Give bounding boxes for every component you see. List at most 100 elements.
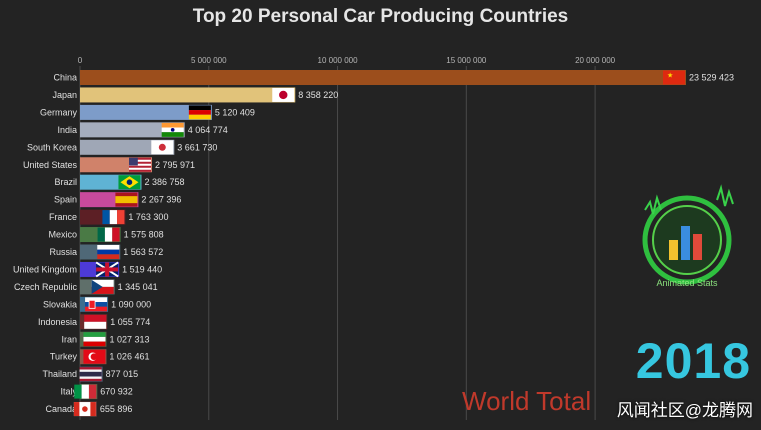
x-axis-ticks: 0 5 000 000 10 000 000 15 000 000 20 000 000 — [78, 56, 616, 65]
flag-icon-sk — [85, 297, 108, 312]
bar-row: China ★ 23 529 423 — [53, 70, 734, 85]
value-label: 1 563 572 — [123, 247, 163, 257]
category-label: United Kingdom — [13, 264, 77, 274]
bar-row: United Kingdom 1 519 440 — [13, 261, 162, 278]
flag-icon-cz — [91, 279, 114, 294]
flag-icon-ir — [83, 332, 106, 347]
category-label: Germany — [40, 107, 78, 117]
category-label: Slovakia — [43, 299, 77, 309]
flag-icon-in — [161, 122, 184, 137]
watermark-text: 风闻社区@龙腾网 — [616, 401, 753, 420]
category-label: Canada — [45, 404, 77, 414]
value-label: 1 575 808 — [124, 230, 164, 240]
world-total-label: World Total — [462, 386, 592, 416]
logo-label: Animated Stats — [656, 278, 718, 288]
bar — [80, 87, 296, 103]
flag-icon-th — [79, 367, 102, 382]
bar-row: Spain 2 267 396 — [54, 192, 181, 208]
x-tick-label: 20 000 000 — [575, 56, 616, 65]
bar-row: Japan 8 358 220 — [52, 87, 338, 103]
x-tick-label: 10 000 000 — [318, 56, 359, 65]
bar-row: France 1 763 300 — [49, 209, 168, 225]
flag-icon-ru — [97, 245, 120, 259]
bar-row: India 4 064 774 — [57, 122, 228, 138]
category-label: Indonesia — [38, 317, 77, 327]
value-label: 1 027 313 — [109, 334, 149, 344]
value-label: 670 932 — [100, 387, 133, 397]
bar — [80, 70, 686, 85]
flag-icon-br — [118, 175, 141, 190]
flag-icon-it — [74, 384, 97, 399]
flag-icon-es — [115, 192, 138, 207]
value-label: 8 358 220 — [298, 90, 338, 100]
bar-row: United States 2 795 971 — [23, 157, 195, 173]
flag-icon-jp — [272, 87, 295, 102]
svg-text:★: ★ — [667, 72, 673, 80]
flag-icon-kr — [151, 140, 174, 155]
category-label: Italy — [60, 387, 77, 397]
value-label: 2 267 396 — [141, 195, 181, 205]
chart-title: Top 20 Personal Car Producing Countries — [192, 6, 569, 27]
value-label: 3 661 730 — [177, 142, 217, 152]
value-label: 5 120 409 — [215, 107, 255, 117]
flag-icon-ca — [73, 402, 96, 417]
category-label: South Korea — [27, 142, 77, 152]
value-label: 23 529 423 — [689, 73, 734, 83]
category-label: Czech Republic — [14, 282, 78, 292]
x-tick-label: 15 000 000 — [446, 56, 487, 65]
year-label: 2018 — [635, 333, 751, 389]
value-label: 1 090 000 — [111, 299, 151, 309]
flag-icon-gb — [95, 261, 119, 278]
value-label: 1 055 774 — [110, 317, 150, 327]
category-label: Mexico — [48, 230, 77, 240]
category-label: Iran — [61, 334, 77, 344]
bar-row: South Korea 3 661 730 — [27, 139, 217, 155]
category-label: France — [49, 212, 77, 222]
flag-icon-fr — [102, 210, 125, 225]
x-tick-label: 0 — [78, 56, 83, 65]
bar-row: Germany 5 120 409 — [40, 104, 255, 120]
bar-row: Italy 670 932 — [60, 384, 133, 400]
value-label: 4 064 774 — [188, 125, 228, 135]
flag-icon-us — [129, 157, 152, 172]
flag-icon-tr — [83, 349, 106, 364]
category-label: India — [57, 125, 77, 135]
value-label: 1 763 300 — [128, 212, 168, 222]
bar-row: Russia 1 563 572 — [49, 244, 163, 260]
bars: China ★ 23 529 423 Japan 8 358 220 Germany 5 1… — [13, 70, 734, 417]
bar-row: Brazil 2 386 758 — [54, 174, 185, 190]
flag-icon-cn: ★ — [663, 70, 685, 85]
bar — [80, 104, 212, 120]
bar — [80, 139, 175, 155]
bar — [80, 122, 185, 138]
category-label: Thailand — [42, 369, 77, 379]
category-label: Russia — [49, 247, 77, 257]
value-label: 2 386 758 — [144, 177, 184, 187]
value-label: 1 026 461 — [109, 352, 149, 362]
flag-icon-mx — [97, 227, 120, 242]
bar-row: Canada 655 896 — [45, 401, 133, 417]
category-label: Spain — [54, 195, 77, 205]
bar-row: Turkey 1 026 461 — [50, 349, 149, 365]
value-label: 2 795 971 — [155, 160, 195, 170]
bar-row: Indonesia 1 055 774 — [38, 314, 150, 330]
flag-icon-de — [188, 105, 211, 120]
value-label: 1 519 440 — [122, 264, 162, 274]
animated-stats-logo: Animated Stats — [642, 184, 734, 288]
x-tick-label: 5 000 000 — [191, 56, 227, 65]
category-label: China — [53, 73, 77, 83]
value-label: 877 015 — [106, 369, 139, 379]
bar-row: Czech Republic 1 345 041 — [14, 279, 158, 295]
bar-row: Thailand 877 015 — [42, 366, 139, 382]
bar-row: Slovakia 1 090 000 — [43, 296, 151, 312]
flag-icon-id — [84, 314, 107, 329]
bar-row: Iran 1 027 313 — [61, 331, 150, 347]
category-label: United States — [23, 160, 78, 170]
category-label: Japan — [52, 90, 77, 100]
bar-row: Mexico 1 575 808 — [48, 227, 164, 243]
category-label: Turkey — [50, 352, 78, 362]
value-label: 655 896 — [100, 404, 133, 414]
category-label: Brazil — [54, 177, 77, 187]
value-label: 1 345 041 — [118, 282, 158, 292]
